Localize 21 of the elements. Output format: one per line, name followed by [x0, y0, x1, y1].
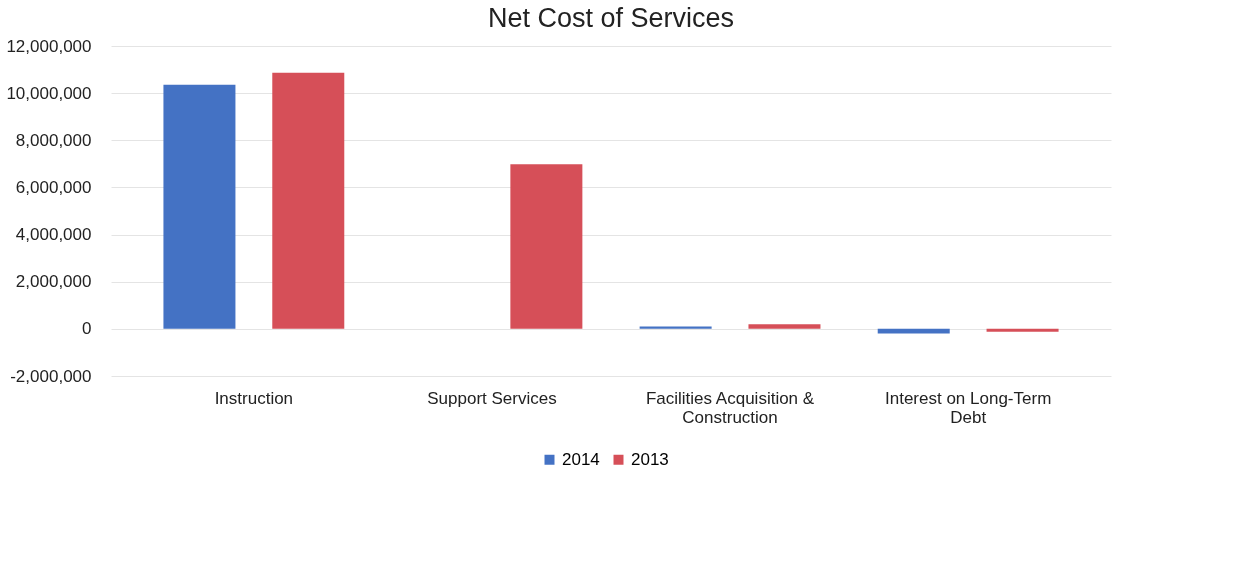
y-tick-label: 10,000,000: [6, 83, 92, 103]
bar: [510, 164, 583, 329]
x-tick-label: Instruction: [214, 388, 294, 408]
bar: [748, 324, 821, 329]
y-tick-label: 6,000,000: [15, 177, 92, 197]
bar: [272, 72, 345, 329]
y-tick-label: 2,000,000: [15, 272, 92, 292]
bar: [163, 84, 236, 329]
y-tick-label: -2,000,000: [10, 366, 92, 386]
legend-label: 2013: [631, 449, 669, 469]
y-tick-label: 0: [82, 319, 92, 339]
y-tick-label: 8,000,000: [15, 130, 92, 150]
chart-title: Net Cost of Services: [487, 3, 735, 33]
x-tick-label: Facilities Acquisition & Construction: [645, 388, 815, 427]
bar: [986, 328, 1059, 332]
bar: [877, 328, 950, 334]
y-tick-label: 12,000,000: [6, 36, 92, 56]
x-tick-label: Interest on Long-Term Debt: [884, 388, 1052, 427]
legend-label: 2014: [562, 449, 600, 469]
x-tick-label: Support Services: [427, 388, 557, 408]
y-tick-label: 4,000,000: [15, 225, 92, 245]
